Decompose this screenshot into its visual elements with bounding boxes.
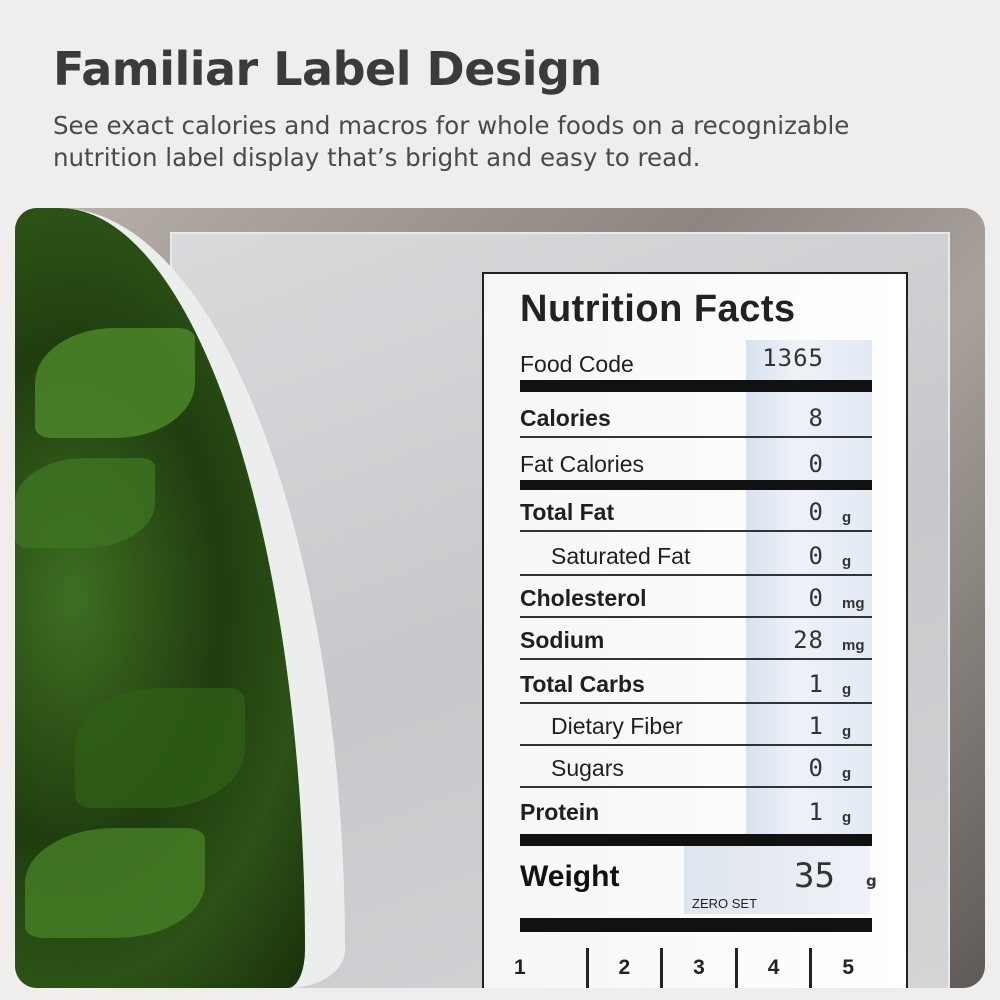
nutrient-row: Protein 1 g — [520, 786, 872, 830]
row-value: 8 — [808, 404, 824, 432]
preset-button-1[interactable]: 1 — [514, 956, 526, 979]
divider — [520, 530, 872, 532]
row-label: Protein — [520, 799, 600, 825]
row-value: 1 — [808, 712, 824, 740]
row-unit: g — [842, 723, 852, 740]
zero-set-button[interactable]: ZERO SET — [692, 896, 758, 911]
nutrient-row: Total Fat 0 g — [520, 486, 872, 530]
nutrient-row: Fat Calories 0 — [520, 438, 872, 482]
divider — [520, 658, 872, 660]
weight-unit: g — [866, 872, 877, 890]
nutrient-row: Sugars 0 g — [520, 742, 872, 786]
row-value: 1 — [808, 798, 824, 826]
nutrient-row: Calories 8 — [520, 392, 872, 436]
row-unit: mg — [842, 637, 865, 654]
divider — [520, 744, 872, 746]
row-label: Cholesterol — [520, 585, 647, 611]
divider — [520, 436, 872, 438]
nutrient-row: Dietary Fiber 1 g — [520, 700, 872, 744]
nutrition-label-display: Nutrition Facts Food Code 1365 Calories 8… — [482, 272, 908, 988]
row-label: Calories — [520, 405, 611, 431]
row-value: 0 — [808, 450, 824, 478]
divider — [520, 834, 872, 846]
row-label: Saturated Fat — [551, 543, 691, 569]
row-label: Total Carbs — [520, 671, 645, 697]
nutrient-row: Sodium 28 mg — [520, 614, 872, 658]
nutrition-facts-title: Nutrition Facts — [520, 288, 796, 330]
nutrient-row: Saturated Fat 0 g — [520, 530, 872, 574]
divider — [520, 574, 872, 576]
preset-button-5[interactable]: 5 — [809, 948, 884, 988]
preset-buttons: 1 2 3 4 5 — [514, 948, 884, 988]
row-label: Sugars — [551, 755, 624, 781]
lcd-column — [746, 340, 872, 834]
row-value: 28 — [793, 626, 824, 654]
row-label: Fat Calories — [520, 451, 644, 477]
subtitle: See exact calories and macros for whole … — [53, 111, 850, 172]
preset-button-2[interactable]: 2 — [585, 948, 661, 988]
row-unit: g — [842, 681, 852, 698]
weight-value: 35 — [794, 856, 835, 896]
weight-label: Weight — [520, 860, 620, 893]
product-photo: Nutrition Facts Food Code 1365 Calories 8… — [15, 208, 985, 988]
row-label: Total Fat — [520, 499, 615, 525]
row-label: Food Code — [520, 351, 634, 377]
row-value: 0 — [808, 542, 824, 570]
row-value: 0 — [808, 584, 824, 612]
divider — [520, 480, 872, 490]
preset-button-4[interactable]: 4 — [734, 948, 810, 988]
divider — [520, 786, 872, 788]
divider — [520, 380, 872, 392]
row-unit: g — [842, 765, 852, 782]
nutrient-row: Total Carbs 1 g — [520, 658, 872, 702]
divider — [520, 702, 872, 704]
row-unit: mg — [842, 595, 865, 612]
food-code-row: Food Code 1365 — [520, 340, 872, 382]
row-unit: g — [842, 509, 852, 526]
row-unit: g — [842, 809, 852, 826]
row-value: 0 — [808, 754, 824, 782]
weight-lcd — [684, 846, 870, 914]
divider — [520, 616, 872, 618]
row-value: 1 — [808, 670, 824, 698]
preset-button-3[interactable]: 3 — [660, 948, 735, 988]
row-unit: g — [842, 553, 852, 570]
headline: Familiar Label Design — [53, 42, 602, 96]
nutrient-row: Cholesterol 0 mg — [520, 572, 872, 616]
row-value: 1365 — [762, 344, 824, 372]
row-label: Dietary Fiber — [551, 713, 683, 739]
divider — [520, 918, 872, 932]
row-value: 0 — [808, 498, 824, 526]
row-label: Sodium — [520, 627, 605, 653]
